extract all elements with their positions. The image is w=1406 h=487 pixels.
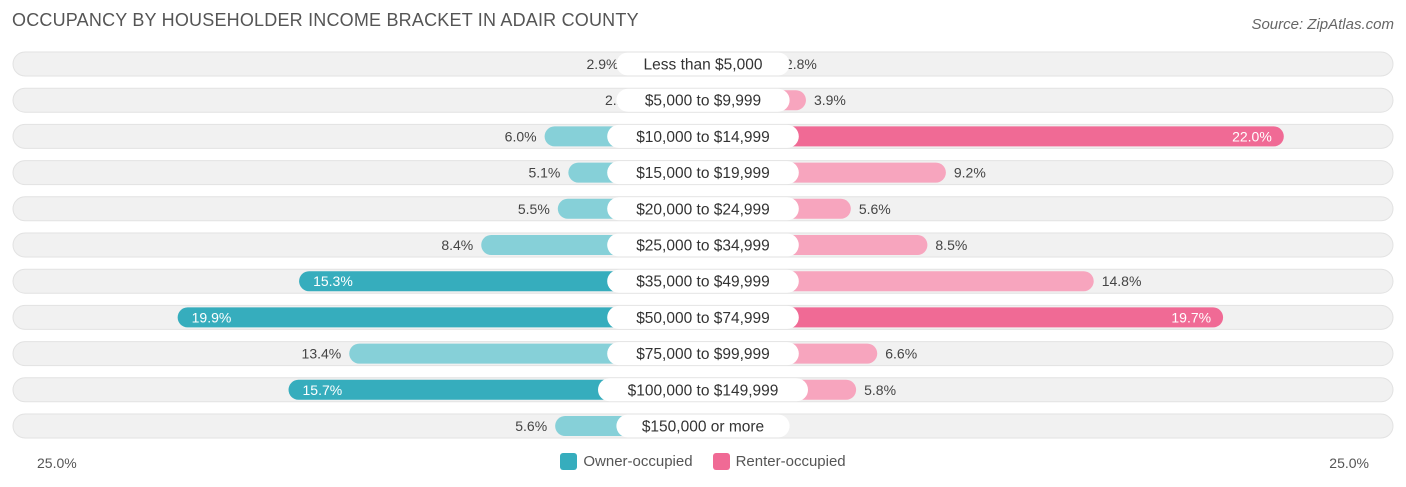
owner-value-label: 5.1% xyxy=(528,165,560,181)
owner-value-label: 5.5% xyxy=(518,201,550,217)
renter-bar xyxy=(703,271,1094,292)
bar-row: 13.4% 6.6% $75,000 to $99,999 xyxy=(12,341,1394,367)
renter-value-label: 6.6% xyxy=(885,346,917,362)
bar-row: 15.3% 14.8% $35,000 to $49,999 xyxy=(12,268,1394,294)
category-label: $10,000 to $14,999 xyxy=(636,129,770,146)
category-pill xyxy=(607,305,799,329)
bar-row: 5.1% 9.2% $15,000 to $19,999 xyxy=(12,160,1394,186)
owner-value-label: 15.3% xyxy=(313,273,353,289)
category-label: $25,000 to $34,999 xyxy=(636,238,770,255)
category-label: $100,000 to $149,999 xyxy=(628,382,779,399)
legend-label-owner: Owner-occupied xyxy=(583,453,693,470)
category-pill xyxy=(607,197,799,221)
owner-value-label: 19.9% xyxy=(192,309,232,325)
bar-row: 2.2%3.9%$5,000 to $9,999 xyxy=(12,87,1394,113)
bar-row: 19.9% 19.7% $50,000 to $74,999 xyxy=(12,304,1394,330)
category-label: Less than $5,000 xyxy=(644,57,763,74)
category-pill xyxy=(607,342,799,366)
renter-value-label: 19.7% xyxy=(1171,309,1211,325)
category-pill xyxy=(607,124,799,148)
owner-value-label: 15.7% xyxy=(303,382,343,398)
renter-value-label: 9.2% xyxy=(954,165,986,181)
renter-value-label: 2.8% xyxy=(785,56,817,72)
category-pill xyxy=(616,88,790,112)
category-label: $75,000 to $99,999 xyxy=(636,346,770,363)
renter-value-label: 5.8% xyxy=(864,382,896,398)
chart-source: Source: ZipAtlas.com xyxy=(1251,16,1394,33)
chart-title: OCCUPANCY BY HOUSEHOLDER INCOME BRACKET … xyxy=(12,10,639,30)
category-label: $35,000 to $49,999 xyxy=(636,274,770,291)
category-pill xyxy=(598,378,808,402)
category-pill xyxy=(616,52,790,76)
legend-swatch-owner xyxy=(560,453,578,470)
category-pill xyxy=(607,269,799,293)
bar-row: 5.6%1.2%$150,000 or more xyxy=(12,413,1394,439)
bar-row: 2.9% 2.8% Less than $5,000 xyxy=(12,51,1394,77)
bar-row: 5.5% 5.6% $20,000 to $24,999 xyxy=(12,196,1394,222)
owner-value-label: 2.9% xyxy=(587,56,619,72)
renter-bar xyxy=(703,126,1284,147)
owner-value-label: 8.4% xyxy=(441,237,473,253)
category-label: $50,000 to $74,999 xyxy=(636,310,770,327)
renter-value-label: 5.6% xyxy=(859,201,891,217)
axis-right-label: 25.0% xyxy=(1329,455,1369,471)
bar-row: 8.4% 8.5% $25,000 to $34,999 xyxy=(12,232,1394,258)
axis-left-label: 25.0% xyxy=(37,455,77,471)
category-pill xyxy=(616,414,790,438)
renter-value-label: 3.9% xyxy=(814,92,846,108)
owner-value-label: 5.6% xyxy=(515,418,547,434)
legend-label-renter: Renter-occupied xyxy=(735,453,846,470)
category-label: $15,000 to $19,999 xyxy=(636,165,770,182)
renter-bar xyxy=(703,307,1224,328)
category-label: $5,000 to $9,999 xyxy=(645,93,761,110)
renter-value-label: 14.8% xyxy=(1102,273,1142,289)
renter-value-label: 22.0% xyxy=(1232,128,1272,144)
category-pill xyxy=(607,233,799,257)
category-label: $150,000 or more xyxy=(642,419,764,436)
owner-value-label: 6.0% xyxy=(505,128,537,144)
legend-swatch-renter xyxy=(712,453,730,470)
renter-value-label: 8.5% xyxy=(935,237,967,253)
legend-item-renter[interactable]: Renter-occupied xyxy=(712,453,846,470)
category-label: $20,000 to $24,999 xyxy=(636,201,770,218)
owner-bar xyxy=(299,271,703,292)
bar-row: 6.0% 22.0% $10,000 to $14,999 xyxy=(12,123,1394,149)
owner-value-label: 13.4% xyxy=(302,346,342,362)
chart-legend: Owner-occupied Renter-occupied xyxy=(0,453,1406,470)
owner-bar xyxy=(177,307,703,328)
chart-plot: 2.9%2.8%Less than $5,0002.2%3.9%$5,000 t… xyxy=(12,51,1394,439)
bar-row: 15.7% 5.8% $100,000 to $149,999 xyxy=(12,377,1394,403)
category-pill xyxy=(607,161,799,185)
legend-item-owner[interactable]: Owner-occupied xyxy=(560,453,693,470)
